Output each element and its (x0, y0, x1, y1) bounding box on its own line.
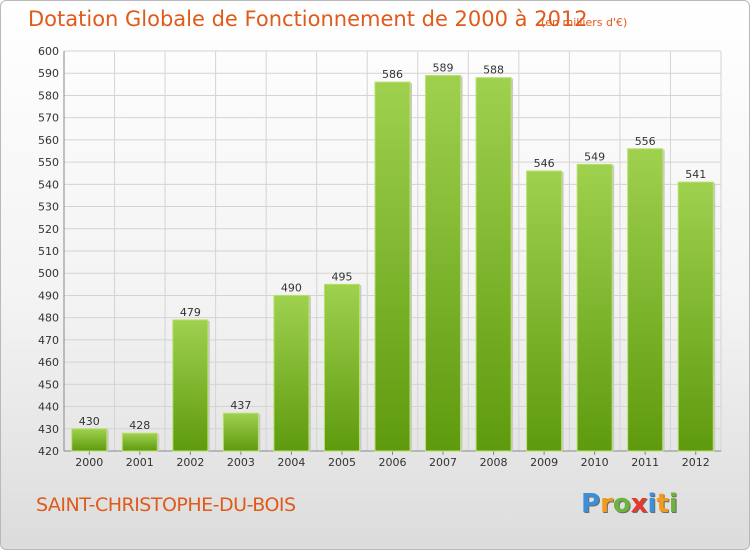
x-tick-label: 2003 (227, 456, 255, 469)
y-tick-label: 450 (38, 378, 59, 391)
x-tick-label: 2010 (581, 456, 609, 469)
y-tick-label: 580 (38, 89, 59, 102)
y-tick-label: 480 (38, 312, 59, 325)
y-tick-label: 430 (38, 423, 59, 436)
y-tick-label: 460 (38, 356, 59, 369)
bars (71, 74, 716, 452)
bar (627, 148, 664, 452)
bar (323, 283, 360, 452)
logo-letter: t (656, 489, 669, 519)
axes: 420 430 440 450 460 470 480 490 500 510 520 530 540 5… (38, 45, 721, 469)
bar (374, 81, 411, 452)
logo-letter: P (581, 489, 601, 519)
logo-letter: r (600, 489, 613, 519)
x-tick-label: 2009 (530, 456, 558, 469)
x-tick-label: 2005 (328, 456, 356, 469)
proxiti-logo[interactable]: Proxiti (581, 489, 678, 519)
data-labels: 430 428 479 437 490 495 586 589 588 546 549 556 541 (79, 61, 706, 432)
x-tick-label: 2008 (480, 456, 508, 469)
commune-name: SAINT-CHRISTOPHE-DU-BOIS (36, 494, 296, 516)
chart-subtitle: (en milliers d'€) (541, 16, 628, 29)
y-tick-label: 440 (38, 401, 59, 414)
y-tick-label: 490 (38, 289, 59, 302)
bar-value-label: 549 (584, 150, 605, 163)
x-tick-label: 2001 (126, 456, 154, 469)
x-tick-label: 2006 (379, 456, 407, 469)
bar (677, 181, 714, 452)
bar (71, 428, 108, 452)
bar-value-label: 588 (483, 64, 504, 77)
bar (425, 74, 462, 452)
y-tick-label: 530 (38, 201, 59, 214)
x-tick-label: 2011 (631, 456, 659, 469)
chart-title: Dotation Globale de Fonctionnement de 20… (28, 7, 588, 31)
x-tick-label: 2004 (277, 456, 305, 469)
y-tick-label: 500 (38, 267, 59, 280)
y-tick-label: 520 (38, 223, 59, 236)
bar-value-label: 437 (230, 399, 251, 412)
bar-value-label: 546 (534, 157, 555, 170)
bar-value-label: 589 (433, 61, 454, 74)
y-tick-label: 470 (38, 334, 59, 347)
bar (273, 294, 310, 452)
logo-letter: i (668, 489, 678, 519)
bar-value-label: 430 (79, 415, 100, 428)
y-tick-label: 570 (38, 112, 59, 125)
y-tick-label: 420 (38, 445, 59, 458)
bar-value-label: 490 (281, 281, 302, 294)
bar (172, 319, 209, 452)
bar (222, 412, 259, 452)
y-tick-label: 560 (38, 134, 59, 147)
bar-value-label: 495 (331, 270, 352, 283)
y-tick-label: 510 (38, 245, 59, 258)
y-tick-label: 540 (38, 178, 59, 191)
x-tick-label: 2000 (75, 456, 103, 469)
x-tick-label: 2002 (176, 456, 204, 469)
bar (121, 432, 158, 452)
bar (475, 77, 512, 452)
bar (526, 170, 563, 452)
bar (576, 163, 613, 452)
logo-letter: i (647, 489, 657, 519)
y-tick-label: 590 (38, 67, 59, 80)
x-tick-label: 2012 (682, 456, 710, 469)
logo-letter: o (612, 489, 631, 519)
bar-value-label: 479 (180, 306, 201, 319)
x-tick-label: 2007 (429, 456, 457, 469)
bar-value-label: 541 (685, 168, 706, 181)
bar-value-label: 428 (129, 419, 150, 432)
bar-value-label: 586 (382, 68, 403, 81)
bar-value-label: 556 (635, 135, 656, 148)
logo-letter: x (630, 489, 648, 519)
y-tick-label: 550 (38, 156, 59, 169)
y-tick-label: 600 (38, 45, 59, 58)
